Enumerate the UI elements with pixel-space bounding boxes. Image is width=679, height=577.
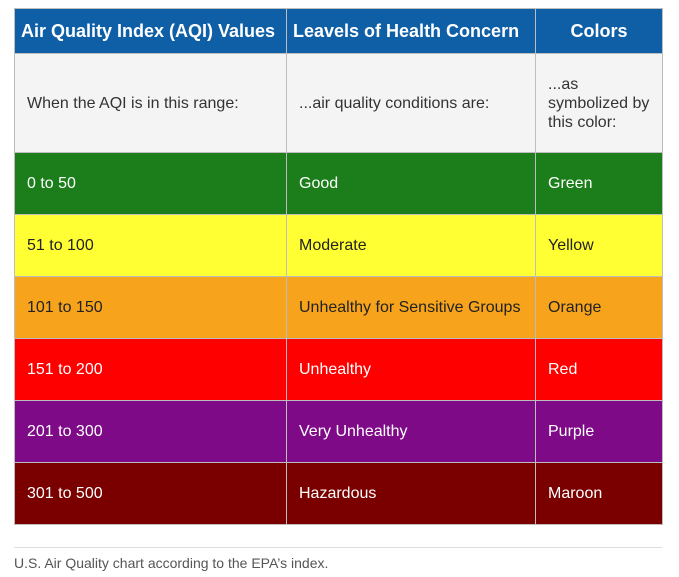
intro-row: When the AQI is in this range: ...air qu… [14, 53, 663, 153]
health-level: Hazardous [286, 462, 536, 525]
color-name: Yellow [535, 214, 663, 277]
intro-color-text: ...as symbolized by this color: [535, 53, 663, 153]
aqi-table: Air Quality Index (AQI) Values Leavels o… [14, 8, 663, 525]
health-level: Very Unhealthy [286, 400, 536, 463]
color-name: Maroon [535, 462, 663, 525]
health-level: Unhealthy [286, 338, 536, 401]
color-name: Red [535, 338, 663, 401]
table-row-moderate: 51 to 100 Moderate Yellow [14, 214, 663, 277]
table-row-hazardous: 301 to 500 Hazardous Maroon [14, 462, 663, 525]
table-caption: U.S. Air Quality chart according to the … [14, 555, 329, 571]
aqi-range: 201 to 300 [14, 400, 287, 463]
intro-range-text: When the AQI is in this range: [14, 53, 287, 153]
intro-conditions-text: ...air quality conditions are: [286, 53, 536, 153]
aqi-range: 101 to 150 [14, 276, 287, 339]
header-colors: Colors [535, 8, 663, 54]
color-name: Purple [535, 400, 663, 463]
color-name: Orange [535, 276, 663, 339]
color-name: Green [535, 152, 663, 215]
header-row: Air Quality Index (AQI) Values Leavels o… [14, 8, 663, 54]
table-row-very-unhealthy: 201 to 300 Very Unhealthy Purple [14, 400, 663, 463]
health-level: Moderate [286, 214, 536, 277]
aqi-range: 301 to 500 [14, 462, 287, 525]
aqi-range: 0 to 50 [14, 152, 287, 215]
header-aqi-values: Air Quality Index (AQI) Values [14, 8, 287, 54]
header-health-concern: Leavels of Health Concern [286, 8, 536, 54]
aqi-range: 51 to 100 [14, 214, 287, 277]
health-level: Good [286, 152, 536, 215]
table-row-good: 0 to 50 Good Green [14, 152, 663, 215]
caption-divider [14, 547, 662, 548]
table-row-unhealthy: 151 to 200 Unhealthy Red [14, 338, 663, 401]
aqi-range: 151 to 200 [14, 338, 287, 401]
table-row-unhealthy-sensitive: 101 to 150 Unhealthy for Sensitive Group… [14, 276, 663, 339]
health-level: Unhealthy for Sensitive Groups [286, 276, 536, 339]
